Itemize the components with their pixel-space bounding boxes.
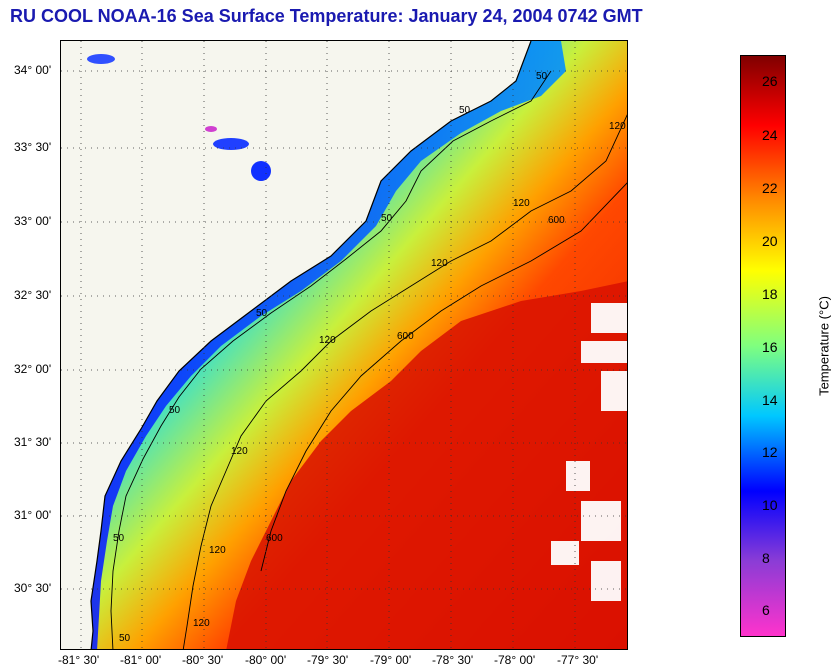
lat-label: 31° 00' [14, 508, 52, 522]
lon-label: -77° 30' [557, 653, 599, 667]
contour-label-50: 50 [169, 405, 181, 416]
lat-label: 32° 00' [14, 362, 52, 376]
contour-label-50: 50 [113, 533, 125, 544]
colorbar-tick: 6 [762, 602, 770, 618]
lon-label: -78° 30' [432, 653, 474, 667]
contour-label-120: 120 [609, 121, 626, 132]
colorbar-tick: 24 [762, 127, 778, 143]
lat-label: 30° 30' [14, 581, 52, 595]
cloud-mask [551, 303, 627, 601]
lon-label: -80° 30' [182, 653, 224, 667]
colorbar-tick: 18 [762, 286, 778, 302]
lon-label: -79° 00' [370, 653, 412, 667]
sst-map: 50 50 50 50 50 50 50 120 120 120 120 120… [60, 40, 628, 650]
temperature-colorbar [740, 55, 786, 637]
contour-label-600: 600 [266, 533, 283, 544]
contour-label-50: 50 [119, 633, 131, 644]
contour-label-600: 600 [548, 215, 565, 226]
contour-label-600: 600 [397, 331, 414, 342]
colorbar-tick: 12 [762, 444, 778, 460]
contour-label-50: 50 [459, 105, 471, 116]
colorbar-tick: 16 [762, 339, 778, 355]
colorbar-tick: 8 [762, 550, 770, 566]
contour-label-50: 50 [256, 308, 268, 319]
colorbar-tick: 10 [762, 497, 778, 513]
contour-label-120: 120 [209, 545, 226, 556]
lat-label: 34° 00' [14, 63, 52, 77]
contour-label-120: 120 [231, 446, 248, 457]
lat-label: 33° 00' [14, 214, 52, 228]
contour-120m [182, 114, 627, 649]
contour-label-50: 50 [381, 213, 393, 224]
contour-label-120: 120 [193, 618, 210, 629]
contour-label-50: 50 [536, 71, 548, 82]
colorbar-tick: 22 [762, 180, 778, 196]
lon-label: -81° 00' [120, 653, 162, 667]
contour-label-120: 120 [431, 258, 448, 269]
colorbar-tick: 20 [762, 233, 778, 249]
nearshore-cold-water [91, 41, 566, 649]
lat-label: 32° 30' [14, 288, 52, 302]
gulf-stream-warm-core [226, 281, 627, 649]
coastline [90, 41, 532, 649]
contour-label-120: 120 [513, 198, 530, 209]
inland-water [87, 54, 271, 181]
contour-50m [110, 70, 552, 649]
contour-label-120: 120 [319, 335, 336, 346]
map-title: RU COOL NOAA-16 Sea Surface Temperature:… [10, 6, 643, 26]
lon-label: -80° 00' [245, 653, 287, 667]
lon-label: -78° 00' [494, 653, 536, 667]
colorbar-label: Temperature (°C) [816, 296, 832, 396]
colorbar-tick: 26 [762, 73, 778, 89]
lon-label: -81° 30' [58, 653, 100, 667]
lat-label: 31° 30' [14, 435, 52, 449]
contour-600m [260, 182, 627, 572]
sst-map-canvas: 50 50 50 50 50 50 50 120 120 120 120 120… [61, 41, 627, 649]
lon-label: -79° 30' [307, 653, 349, 667]
lat-label: 33° 30' [14, 140, 52, 154]
colorbar-tick: 14 [762, 392, 778, 408]
